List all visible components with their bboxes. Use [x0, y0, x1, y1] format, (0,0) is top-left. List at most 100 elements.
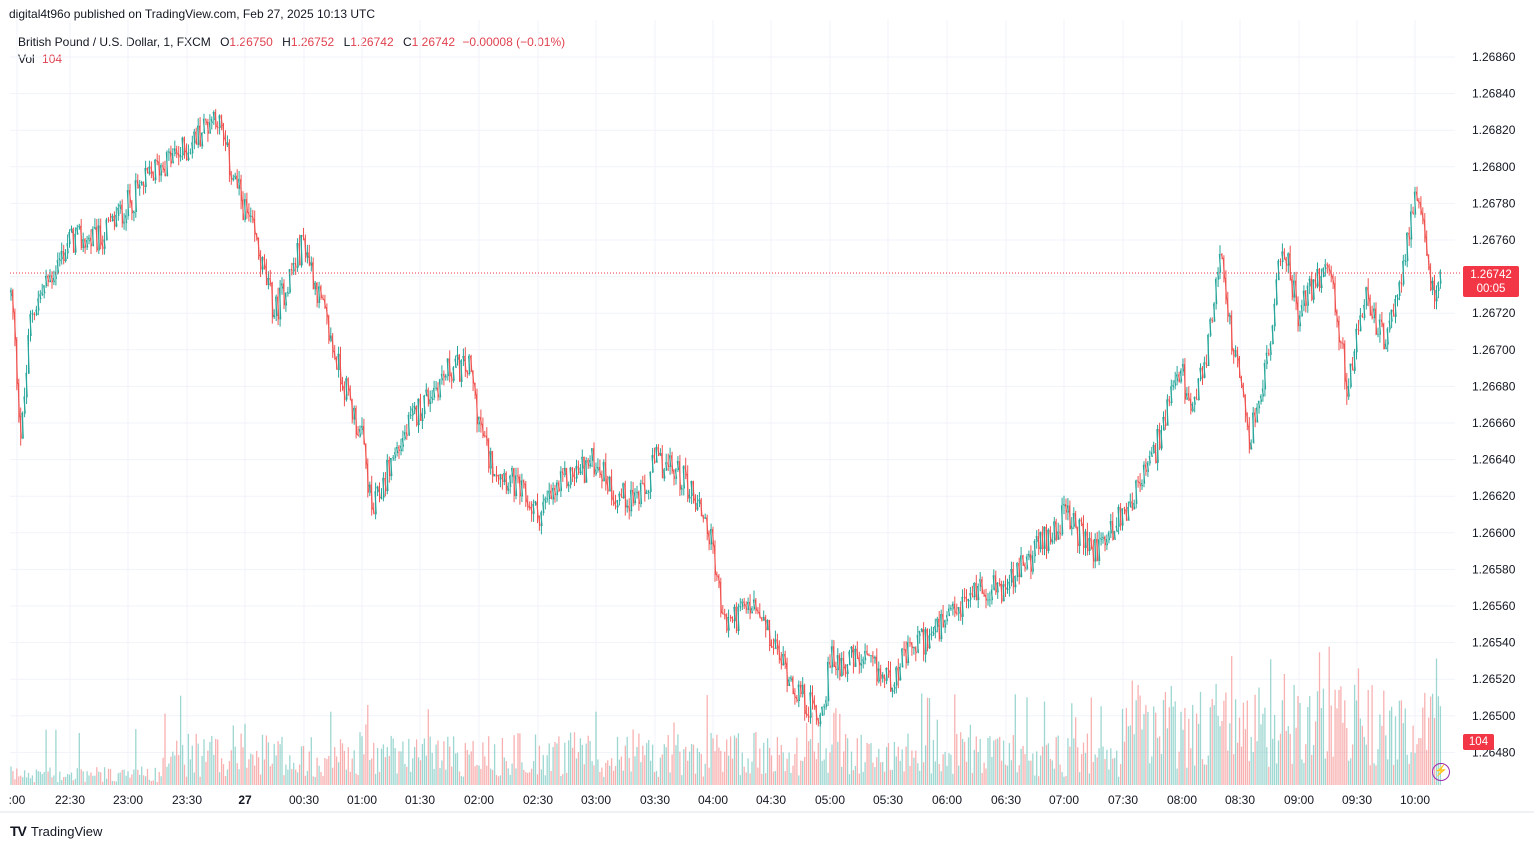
candle-body	[1082, 524, 1085, 548]
candle-body	[1372, 308, 1376, 319]
candle-body	[347, 378, 350, 390]
candle-body	[1068, 505, 1072, 530]
candle-body	[953, 603, 956, 614]
candle-body	[581, 456, 584, 469]
candle-body	[1162, 416, 1165, 431]
candle-body	[1392, 309, 1395, 317]
candle-body	[1197, 378, 1200, 401]
candle-body	[72, 228, 75, 253]
candle-body	[793, 692, 797, 699]
candle-body	[1189, 398, 1192, 411]
candle-body	[696, 502, 699, 510]
time-tick-label: 06:30	[991, 793, 1021, 807]
candle-body	[725, 614, 728, 631]
candle-body	[1427, 254, 1430, 269]
price-tick-label: 1.26500	[1472, 709, 1516, 723]
candle-body	[483, 434, 486, 437]
candle-body	[1261, 388, 1265, 397]
volume-value: 104	[42, 52, 63, 66]
candle-body	[579, 467, 582, 474]
candle-body	[737, 606, 740, 632]
candle-body	[239, 179, 243, 201]
candle-body	[140, 181, 143, 186]
candle-body	[653, 455, 656, 463]
candle-body	[1135, 480, 1138, 504]
candle-body	[1377, 333, 1379, 336]
candle-body	[1107, 532, 1111, 541]
candle-body	[1240, 377, 1243, 387]
volume-tag: 104	[1463, 734, 1494, 750]
candle-body	[97, 225, 100, 251]
candle-body	[1039, 532, 1042, 550]
candle-body	[1341, 342, 1345, 345]
candle-body	[1417, 200, 1421, 204]
candle-body	[99, 225, 102, 245]
candle-body	[932, 631, 935, 635]
price-tick-label: 1.26700	[1472, 343, 1516, 357]
candle-body	[1062, 503, 1066, 507]
candle-body	[300, 234, 303, 266]
candle-body	[1331, 276, 1335, 285]
candle-body	[438, 379, 442, 398]
candle-body	[392, 456, 395, 460]
candle-body	[906, 642, 910, 664]
candle-body	[1037, 536, 1040, 550]
candle-body	[1218, 253, 1222, 273]
candle-body	[678, 461, 682, 490]
candle-body	[743, 601, 746, 606]
candle-body	[423, 395, 426, 415]
volume-label[interactable]: Vol	[18, 52, 35, 66]
time-axis[interactable]: :00 22:30 23:00 23:30 27 00:30 01:00 01:30 02:00…	[9, 793, 1431, 807]
candle-body	[33, 313, 36, 316]
candle-body	[1076, 527, 1079, 546]
candle-body	[9, 290, 13, 296]
candle-body	[1248, 425, 1251, 450]
candle-body	[208, 122, 212, 134]
candle-body	[512, 468, 516, 497]
candle-body	[323, 299, 327, 308]
candle-body	[756, 609, 760, 613]
candle-body	[111, 215, 114, 222]
candle-body	[403, 432, 407, 439]
candle-body	[376, 486, 379, 493]
symbol-label[interactable]: British Pound / U.S. Dollar, 1, FXCM	[18, 35, 211, 49]
candle-body	[1400, 282, 1403, 285]
candle-body	[522, 480, 525, 485]
bar-countdown: 00:05	[1476, 283, 1506, 295]
candle-body	[273, 314, 276, 318]
candle-body	[998, 582, 1001, 586]
last-price-value: 1.26742	[1470, 269, 1512, 281]
price-tick-label: 1.26620	[1472, 489, 1516, 503]
candle-body	[1057, 531, 1060, 540]
time-tick-label: 06:00	[932, 793, 962, 807]
candle-body	[362, 425, 366, 445]
candle-body	[1421, 212, 1424, 221]
candle-body	[565, 467, 568, 487]
lightning-icon[interactable]: ⚡	[1432, 763, 1450, 781]
candle-body	[938, 618, 941, 640]
candle-body	[1179, 370, 1183, 382]
candle-body	[674, 469, 678, 479]
candle-body	[257, 238, 260, 256]
candle-body	[1289, 253, 1292, 280]
candle-body	[109, 219, 112, 222]
candle-body	[1140, 482, 1144, 487]
candle-body	[286, 291, 290, 295]
candle-body	[1074, 513, 1077, 529]
candle-body	[425, 389, 428, 397]
candle-body	[663, 469, 666, 479]
candle-body	[191, 142, 194, 154]
candle-body	[1121, 508, 1124, 526]
price-tick-label: 1.26640	[1472, 453, 1516, 467]
candle-body	[105, 219, 108, 241]
candle-body	[735, 606, 738, 632]
candle-body	[540, 512, 543, 527]
price-axis[interactable]: 1.26860 1.26840 1.26820 1.26800 1.26780 1.267…	[1472, 50, 1516, 759]
candle-body	[819, 715, 822, 724]
candle-body	[610, 476, 613, 500]
candle-body	[897, 667, 900, 681]
candle-body	[624, 483, 627, 508]
candle-body	[150, 166, 153, 174]
candle-body	[158, 161, 161, 176]
